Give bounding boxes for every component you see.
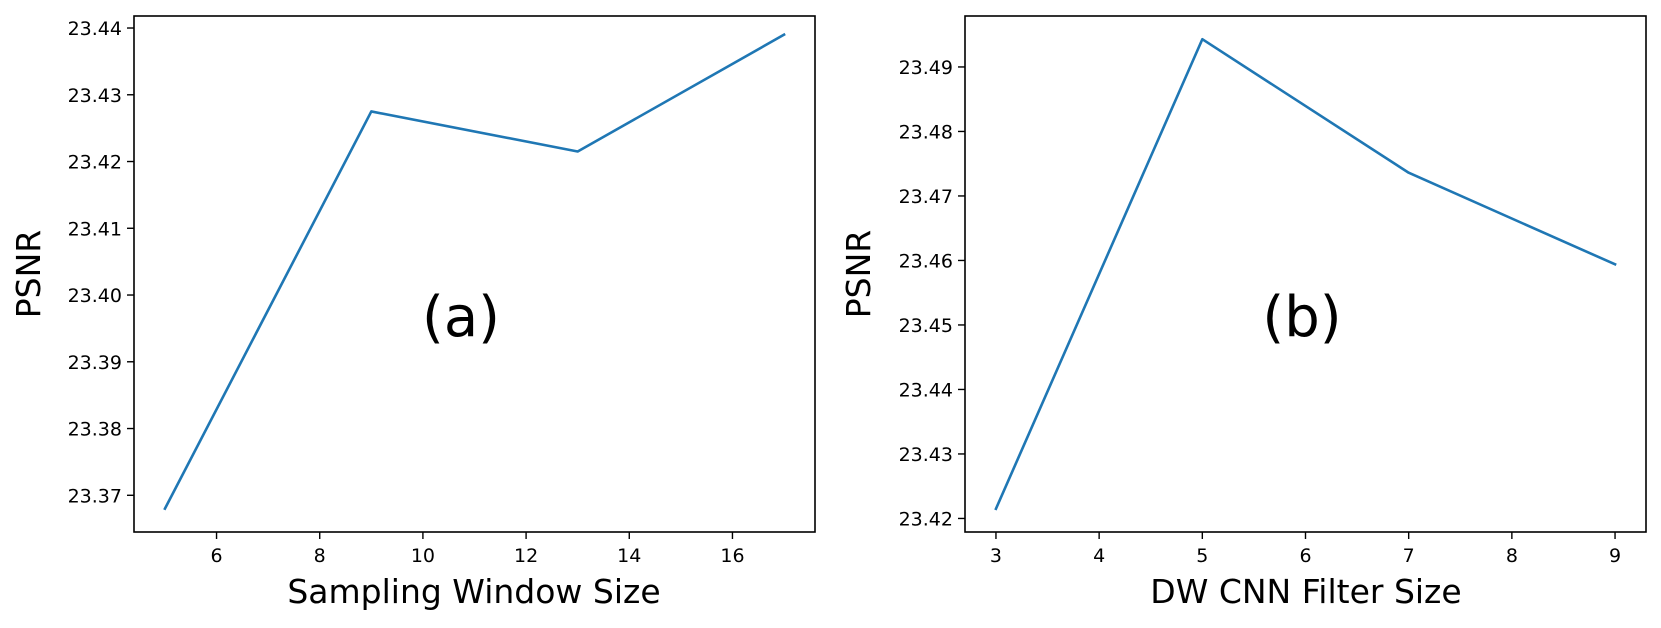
x-tick-label: 6 — [1299, 545, 1311, 567]
x-tick-label: 10 — [411, 545, 435, 567]
y-tick-label: 23.47 — [899, 186, 953, 208]
series-line — [994, 37, 1617, 511]
x-tick-label: 14 — [617, 545, 641, 567]
y-axis-label: PSNR — [839, 230, 878, 318]
x-axis-label: DW CNN Filter Size — [1150, 572, 1461, 611]
y-tick-label: 23.38 — [68, 419, 122, 441]
y-tick-label: 23.42 — [68, 152, 122, 174]
x-tick-label: 8 — [314, 545, 326, 567]
y-tick-label: 23.49 — [899, 57, 953, 79]
series-line — [163, 32, 786, 511]
x-axis-label: Sampling Window Size — [287, 572, 660, 611]
x-tick-label: 4 — [1093, 545, 1105, 567]
panel-annotation: (a) — [422, 285, 500, 350]
y-tick-label: 23.48 — [899, 121, 953, 143]
y-tick-label: 23.43 — [899, 444, 953, 466]
y-tick-label: 23.39 — [68, 352, 122, 374]
panel-annotation: (b) — [1262, 285, 1341, 350]
x-tick-label: 6 — [210, 545, 222, 567]
y-tick-label: 23.44 — [899, 379, 953, 401]
x-tick-label: 7 — [1403, 545, 1415, 567]
y-tick-label: 23.41 — [68, 218, 122, 240]
x-tick-label: 16 — [720, 545, 744, 567]
x-tick-label: 12 — [514, 545, 538, 567]
y-axis-label: PSNR — [9, 230, 48, 318]
y-tick-label: 23.44 — [68, 18, 122, 40]
chart-panel-a: (a) Sampling Window Size PSNR 6 8 10 12 14 16… — [9, 15, 816, 611]
y-tick-label: 23.46 — [899, 250, 953, 272]
x-tick-label: 3 — [990, 545, 1002, 567]
x-tick-label: 5 — [1196, 545, 1208, 567]
chart-panel-b: (b) DW CNN Filter Size PSNR 3 4 5 6 7 8 9 23.42… — [839, 15, 1647, 611]
y-tick-label: 23.43 — [68, 85, 122, 107]
y-tick-label: 23.37 — [68, 485, 122, 507]
axes-frame — [133, 15, 816, 533]
x-tick-label: 8 — [1506, 545, 1518, 567]
x-tick-label: 9 — [1609, 545, 1621, 567]
y-tick-label: 23.42 — [899, 508, 953, 530]
y-tick-label: 23.45 — [899, 315, 953, 337]
y-tick-label: 23.40 — [68, 285, 122, 307]
